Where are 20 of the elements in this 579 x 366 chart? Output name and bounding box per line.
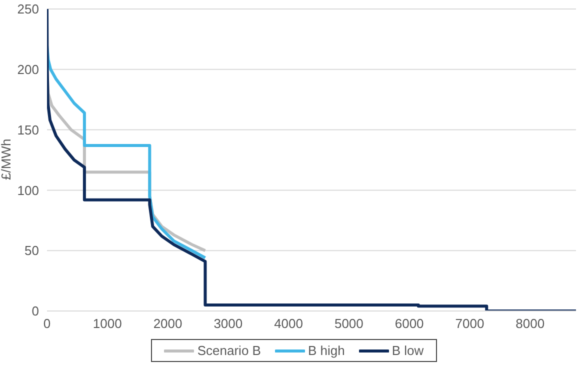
y-tick-label: 100 bbox=[17, 182, 39, 198]
legend-label: B low bbox=[390, 343, 424, 358]
legend-label: B high bbox=[306, 343, 345, 358]
x-tick-label: 7000 bbox=[455, 316, 484, 332]
x-tick-label: 3000 bbox=[214, 316, 243, 332]
y-tick-label: 200 bbox=[17, 62, 39, 78]
x-tick-label: 1000 bbox=[92, 316, 122, 332]
x-tick-label: 8000 bbox=[516, 316, 545, 332]
x-tick-label: 2000 bbox=[153, 316, 182, 332]
y-tick-label: 50 bbox=[24, 243, 39, 258]
y-tick-label: 150 bbox=[17, 122, 39, 138]
y-tick-label: 250 bbox=[17, 2, 39, 17]
legend-label: Scenario B bbox=[196, 343, 261, 358]
x-tick-label: 5000 bbox=[334, 316, 364, 332]
x-tick-label: 0 bbox=[43, 316, 51, 332]
x-tick-label: 6000 bbox=[394, 316, 424, 332]
y-axis-title: £/MWh bbox=[0, 138, 14, 180]
x-tick-label: 4000 bbox=[274, 316, 304, 332]
line-series bbox=[47, 9, 576, 311]
y-tick-label: 0 bbox=[32, 304, 39, 319]
